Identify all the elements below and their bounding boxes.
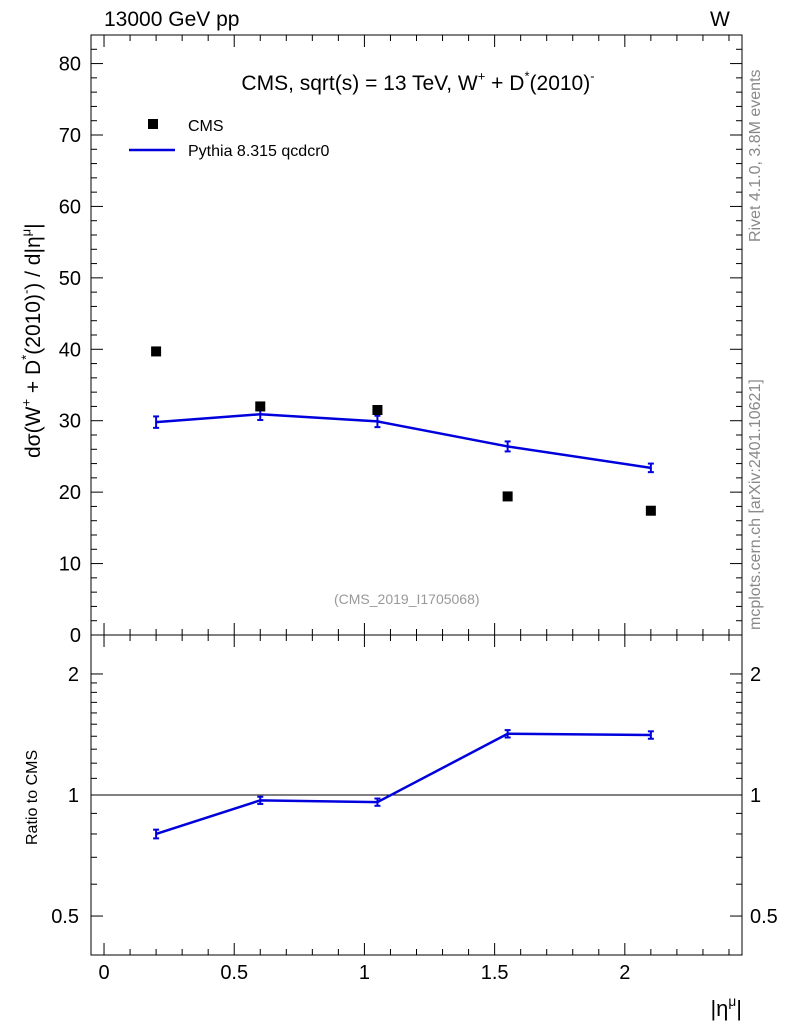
ratio-line (155, 732, 651, 836)
y-tick-label: 60 (59, 196, 81, 218)
analysis-watermark: (CMS_2019_I1705068) (334, 591, 480, 607)
ratio-y-tick-label: 0.5 (51, 906, 79, 928)
ratio-y-axis-label-group: Ratio to CMS (24, 750, 41, 845)
y-tick-label: 50 (59, 268, 81, 290)
main-y-axis-label-group: dσ(W+ + D*(2010)-) / d|ημ| (19, 223, 45, 458)
legend-cms-marker (148, 119, 158, 129)
cms-data-point (255, 401, 266, 412)
header-right: W (710, 8, 730, 31)
header-left: 13000 GeV pp (104, 8, 240, 31)
cms-data-point (151, 346, 162, 357)
ratio-y-tick-label-right: 2 (750, 664, 761, 686)
legend-pythia-label: Pythia 8.315 qcdcr0 (188, 143, 330, 160)
chart-title: CMS, sqrt(s) = 13 TeV, W+ + D*(2010)- (241, 69, 594, 95)
ratio-y-axis-label: Ratio to CMS (24, 750, 41, 845)
mcplots-source-label: mcplots.cern.ch [arXiv:2401.10621] (747, 379, 764, 630)
x-tick-label: 0.5 (220, 962, 248, 984)
y-tick-label: 30 (59, 411, 81, 433)
ratio-y-tick-label: 1 (68, 785, 79, 807)
x-tick-label: 1 (359, 962, 370, 984)
y-tick-label: 80 (59, 54, 81, 76)
x-tick-label: 0 (98, 962, 109, 984)
main-y-axis-label: dσ(W+ + D*(2010)-) / d|ημ| (19, 223, 45, 458)
x-tick-label: 2 (619, 962, 630, 984)
ratio-y-tick-label-right: 1 (750, 785, 761, 807)
x-axis-label: |ημ| (710, 994, 742, 1021)
rivet-version-label: Rivet 4.1.0, 3.8M events (747, 69, 764, 242)
ratio-y-tick-label: 2 (68, 664, 79, 686)
pythia-line (156, 413, 652, 470)
x-tick-label: 1.5 (481, 962, 509, 984)
y-tick-label: 40 (59, 339, 81, 361)
y-tick-label: 20 (59, 482, 81, 504)
y-tick-label: 10 (59, 554, 81, 576)
legend-cms-label: CMS (188, 118, 224, 135)
cms-data-point (502, 491, 513, 502)
ratio-y-tick-label-right: 0.5 (750, 906, 778, 928)
cms-data-point (645, 505, 656, 516)
y-tick-label: 0 (70, 625, 81, 647)
y-tick-label: 70 (59, 125, 81, 147)
cms-data-point (372, 405, 383, 415)
